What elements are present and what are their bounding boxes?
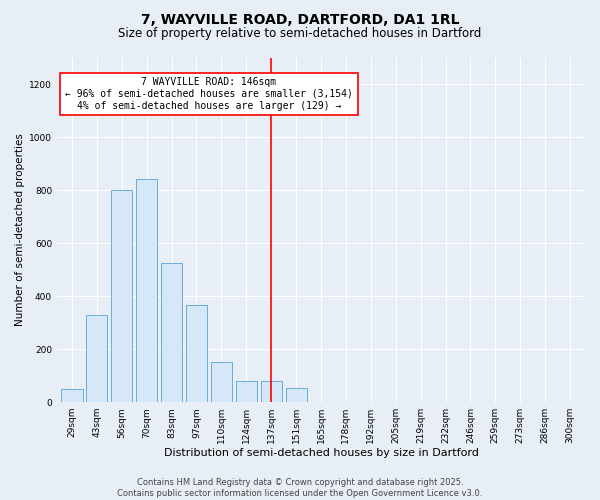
Bar	[61, 389, 83, 402]
Bar	[86, 314, 107, 402]
Bar	[111, 190, 133, 402]
Bar	[236, 381, 257, 402]
Bar	[136, 180, 157, 402]
Bar	[260, 381, 282, 402]
X-axis label: Distribution of semi-detached houses by size in Dartford: Distribution of semi-detached houses by …	[164, 448, 478, 458]
Bar	[211, 362, 232, 402]
Bar	[161, 263, 182, 402]
Bar	[286, 388, 307, 402]
Text: Contains HM Land Registry data © Crown copyright and database right 2025.
Contai: Contains HM Land Registry data © Crown c…	[118, 478, 482, 498]
Y-axis label: Number of semi-detached properties: Number of semi-detached properties	[15, 134, 25, 326]
Bar	[186, 306, 207, 402]
Text: 7 WAYVILLE ROAD: 146sqm
← 96% of semi-detached houses are smaller (3,154)
4% of : 7 WAYVILLE ROAD: 146sqm ← 96% of semi-de…	[65, 78, 353, 110]
Text: 7, WAYVILLE ROAD, DARTFORD, DA1 1RL: 7, WAYVILLE ROAD, DARTFORD, DA1 1RL	[141, 12, 459, 26]
Text: Size of property relative to semi-detached houses in Dartford: Size of property relative to semi-detach…	[118, 28, 482, 40]
